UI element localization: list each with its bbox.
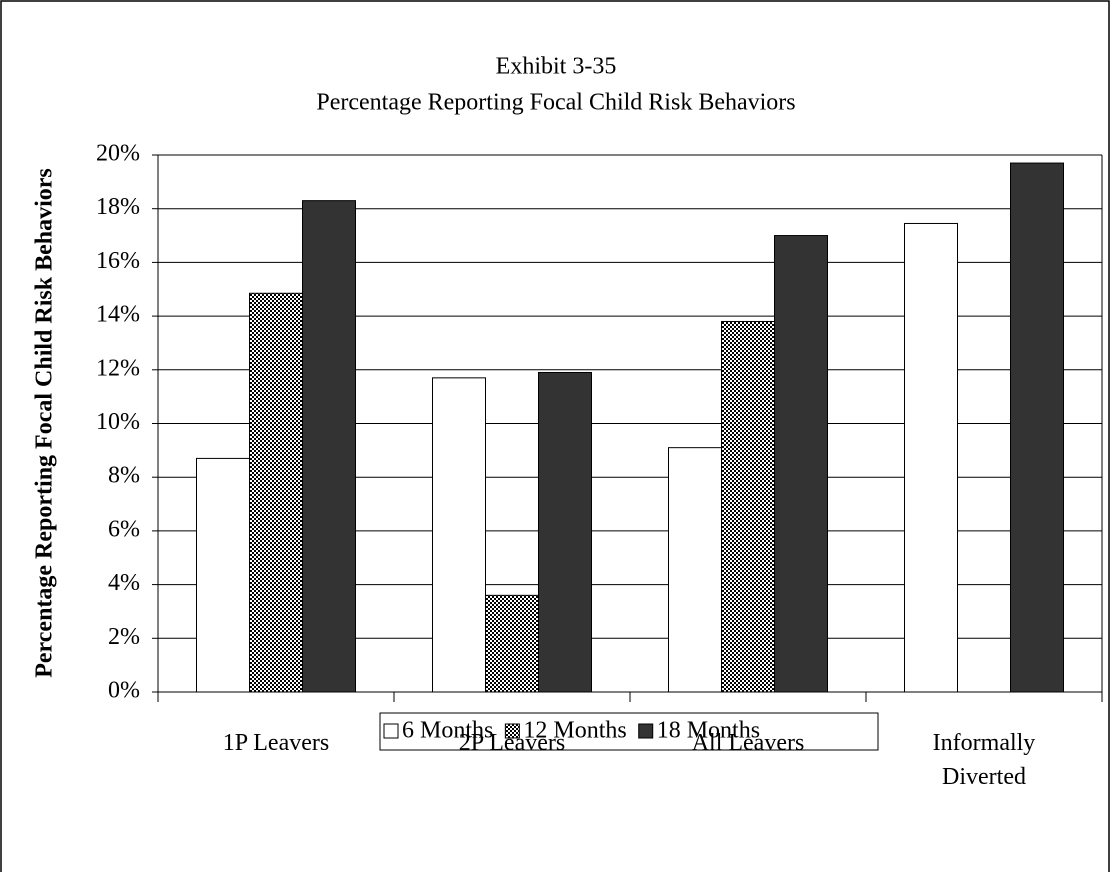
y-tick-label: 16% [96, 248, 140, 274]
legend-label: 12 Months [523, 718, 626, 744]
y-tick-label: 18% [96, 194, 140, 220]
y-tick-label: 2% [108, 624, 140, 650]
y-tick-label: 4% [108, 570, 140, 596]
bar [538, 371, 592, 693]
legend-box [379, 712, 879, 751]
bar [668, 447, 722, 693]
bar [1010, 162, 1064, 693]
y-tick-label: 10% [96, 409, 140, 435]
bar [485, 594, 539, 693]
legend-swatch [638, 723, 654, 739]
legend-label: 6 Months [402, 718, 493, 744]
bar [249, 292, 303, 693]
y-tick-label: 0% [108, 678, 140, 704]
x-tick-label: All Leavers [691, 730, 805, 756]
legend-swatch [383, 723, 399, 739]
chart-title: Percentage Reporting Focal Child Risk Be… [316, 90, 795, 116]
chart-title: Exhibit 3-35 [496, 54, 617, 80]
bar [196, 457, 250, 693]
x-tick-label: Informally Diverted [932, 730, 1036, 790]
y-tick-label: 12% [96, 355, 140, 381]
legend-label: 18 Months [657, 718, 760, 744]
x-tick-label: 2P Leavers [458, 730, 566, 756]
bar [302, 200, 356, 693]
y-axis-label: Percentage Reporting Focal Child Risk Be… [32, 168, 58, 678]
legend-swatch [504, 723, 520, 739]
bar [904, 222, 958, 693]
bar [721, 320, 775, 693]
bar [774, 235, 828, 693]
y-tick-label: 14% [96, 302, 140, 328]
y-tick-label: 6% [108, 516, 140, 542]
y-tick-label: 20% [96, 141, 140, 167]
y-tick-label: 8% [108, 463, 140, 489]
bar [432, 377, 486, 693]
x-tick-label: 1P Leavers [222, 730, 330, 756]
